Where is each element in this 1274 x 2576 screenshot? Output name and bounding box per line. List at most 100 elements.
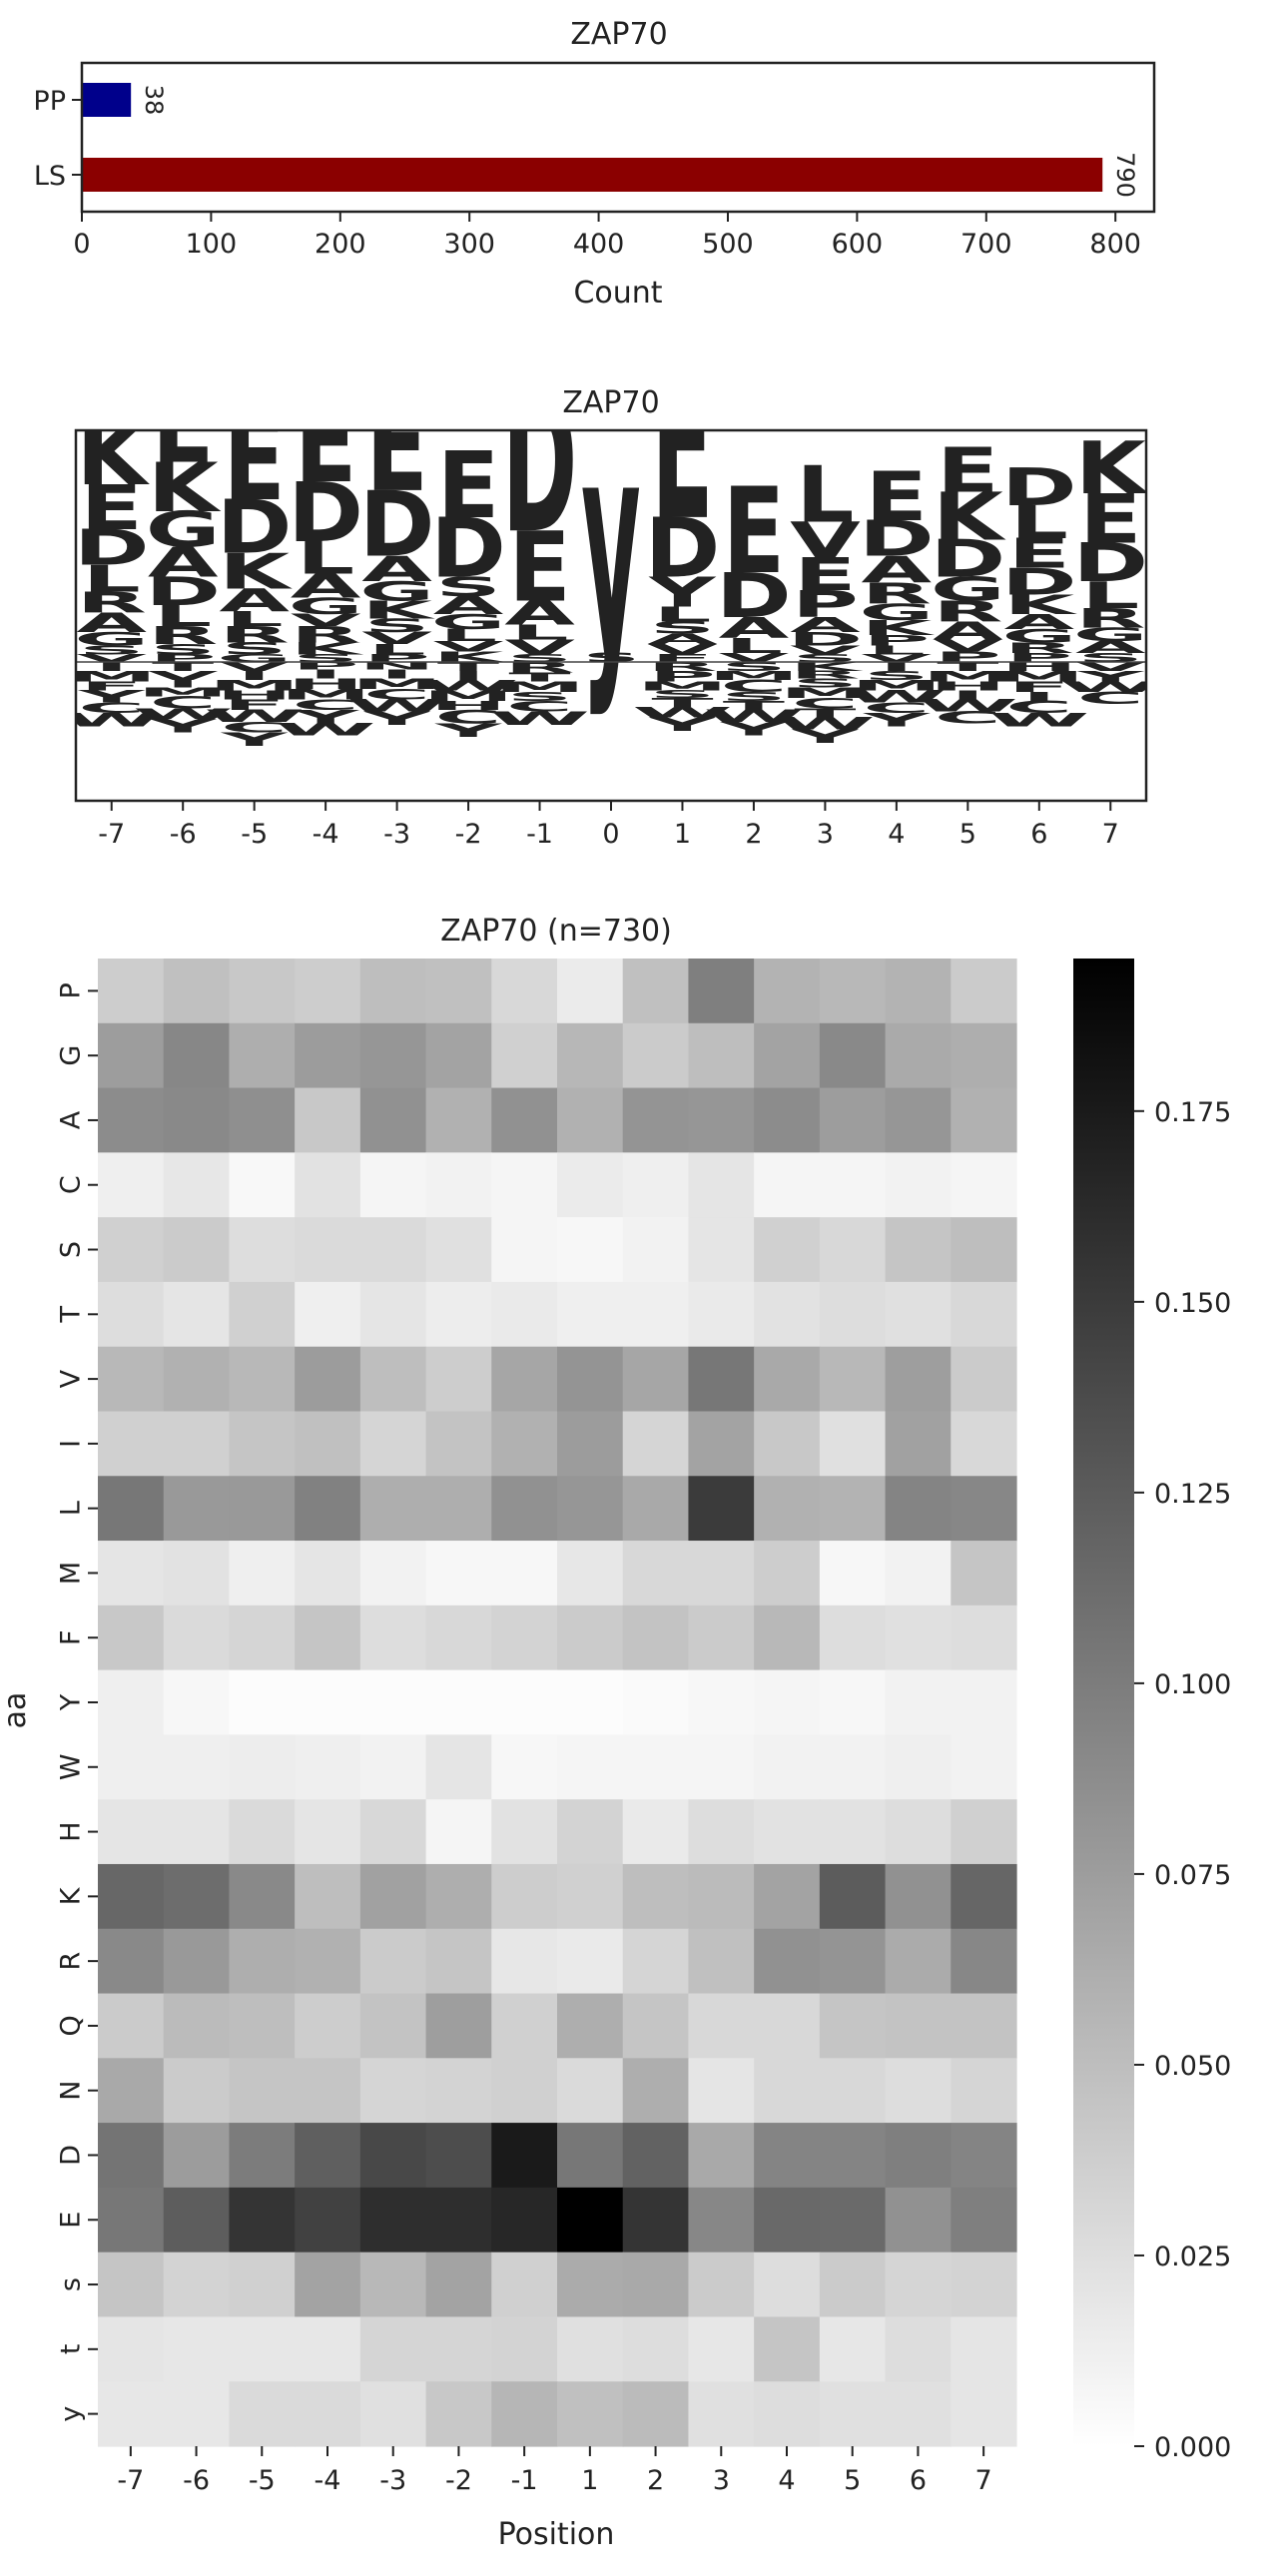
heatmap-y-tick-label: R [56, 1952, 87, 1971]
logo-letter: V [933, 637, 1003, 656]
heatmap-cell [163, 1669, 231, 1735]
heatmap-cell [885, 959, 952, 1024]
heatmap-cell [295, 1022, 361, 1089]
logo-letter: C [435, 706, 502, 728]
logo-letter: K [76, 404, 150, 504]
logo-letter: V [862, 653, 933, 665]
logo-letter: Y [292, 706, 360, 728]
colorbar-tick-label: 0.175 [1154, 1097, 1231, 1128]
heatmap-y-tick-label: E [56, 2212, 87, 2229]
heatmap-x-tick-label: -2 [445, 2465, 472, 2496]
heatmap-cell [295, 1152, 361, 1218]
heatmap-y-tick-label: L [56, 1501, 87, 1516]
heatmap-x-tick-label: -5 [249, 2465, 276, 2496]
logo-letter: A [719, 611, 791, 645]
colorbar-ticks: 0.000 0.025 0.050 0.075 0.100 0.125 0.150 0.175 [1134, 1097, 1231, 2463]
logo-letter: W [489, 708, 590, 730]
logo-letter: Y [1076, 668, 1144, 685]
heatmap-cell [163, 1734, 231, 1800]
logo-letter: L [226, 607, 284, 631]
heatmap-cell [885, 1993, 952, 2059]
heatmap-cell [163, 1217, 231, 1283]
heatmap-cell [98, 1087, 165, 1153]
heatmap-cell [557, 1217, 624, 1283]
logo-letter: R [647, 660, 717, 674]
heatmap-cell [951, 2187, 1017, 2254]
heatmap-cell [951, 1605, 1017, 1671]
heatmap-cell [819, 1087, 887, 1153]
heatmap-panel: ZAP70 (n=730) P G A C S T V I L M F Y W H K R Q N D Es t y -7… [0, 914, 1231, 2552]
colorbar-tick-label: 0.075 [1154, 1860, 1231, 1891]
heatmap-x-tick-label: -3 [379, 2465, 406, 2496]
logo-letter: M [209, 677, 300, 694]
heatmap-cell [163, 1928, 231, 1995]
heatmap-cell [819, 1799, 887, 1865]
heatmap-cell [819, 1734, 887, 1800]
logo-letter: G [431, 610, 506, 634]
bar-x-ticks: 0 100 200 300 400 500 600 700 800 [73, 212, 1141, 260]
heatmap-cell [359, 959, 427, 1024]
heatmap-cell [229, 1799, 296, 1865]
heatmap-cell [98, 1541, 165, 1607]
logo-letter: M [637, 679, 728, 693]
heatmap-cell [491, 1217, 558, 1283]
logo-letter: D [1072, 532, 1148, 594]
logo-letter: D [217, 484, 293, 570]
bar-x-tick-label: 300 [443, 229, 495, 260]
logo-letter: S [364, 615, 430, 637]
heatmap-cell [688, 959, 755, 1024]
heatmap-cell [425, 1993, 492, 2059]
heatmap-cell [491, 1476, 558, 1542]
heatmap-cell [295, 1541, 361, 1607]
heatmap-cell [295, 1605, 361, 1671]
logo-letter: S [793, 653, 859, 665]
heatmap-cell [622, 2187, 690, 2254]
heatmap-cell [491, 1734, 558, 1800]
bar-x-tick-label: 700 [960, 229, 1012, 260]
heatmap-cell [754, 959, 821, 1024]
heatmap-cell [295, 2058, 361, 2124]
logo-letter: M [138, 685, 229, 699]
logo-letter: K [933, 478, 1007, 555]
heatmap-cell [295, 1669, 361, 1735]
heatmap-cell [229, 1152, 296, 1218]
heatmap-cell [754, 1476, 821, 1542]
heatmap-cell [295, 1346, 361, 1413]
logo-letter: L [368, 641, 426, 658]
logo-letter: A [219, 583, 290, 619]
heatmap-cell [295, 1863, 361, 1930]
heatmap-cell [557, 1993, 624, 2059]
heatmap-cell [425, 1734, 492, 1800]
logo-letter: R [291, 622, 360, 648]
logo-letter: C [221, 719, 288, 736]
bar-x-tick-label: 500 [702, 229, 754, 260]
heatmap-cell [163, 1281, 231, 1348]
logo-letter: K [361, 596, 435, 625]
heatmap-cell [295, 2316, 361, 2382]
heatmap-cell [295, 1411, 361, 1477]
logo-letter: Y [719, 718, 788, 740]
heatmap-cell [295, 2252, 361, 2318]
logo-letter: C [293, 697, 359, 714]
heatmap-cell [557, 1022, 624, 1089]
colorbar-tick-label: 0.025 [1154, 2242, 1231, 2272]
logo-letter: F [81, 679, 143, 693]
logo-x-tick-label: -6 [170, 819, 197, 850]
heatmap-cell [491, 1863, 558, 1930]
logo-letter: K [1075, 427, 1150, 510]
heatmap-cell [885, 1411, 952, 1477]
heatmap-y-tick-label: K [56, 1886, 87, 1905]
heatmap-cell [754, 1087, 821, 1153]
heatmap-cell [622, 1217, 690, 1283]
heatmap-cell [951, 1863, 1017, 1930]
logo-letter: W [988, 709, 1089, 731]
heatmap-y-ticks: P G A C S T V I L M F Y W H K R Q N D Es t y [56, 982, 98, 2422]
heatmap-cell [819, 959, 887, 1024]
logo-letter: G [74, 628, 149, 650]
logo-letter: C [935, 708, 1001, 727]
heatmap-cell [98, 1346, 165, 1413]
heatmap-cell [425, 1799, 492, 1865]
heatmap-y-tick-label: Y [56, 1693, 87, 1711]
heatmap-cell [163, 1476, 231, 1542]
logo-letter: W [346, 696, 447, 715]
